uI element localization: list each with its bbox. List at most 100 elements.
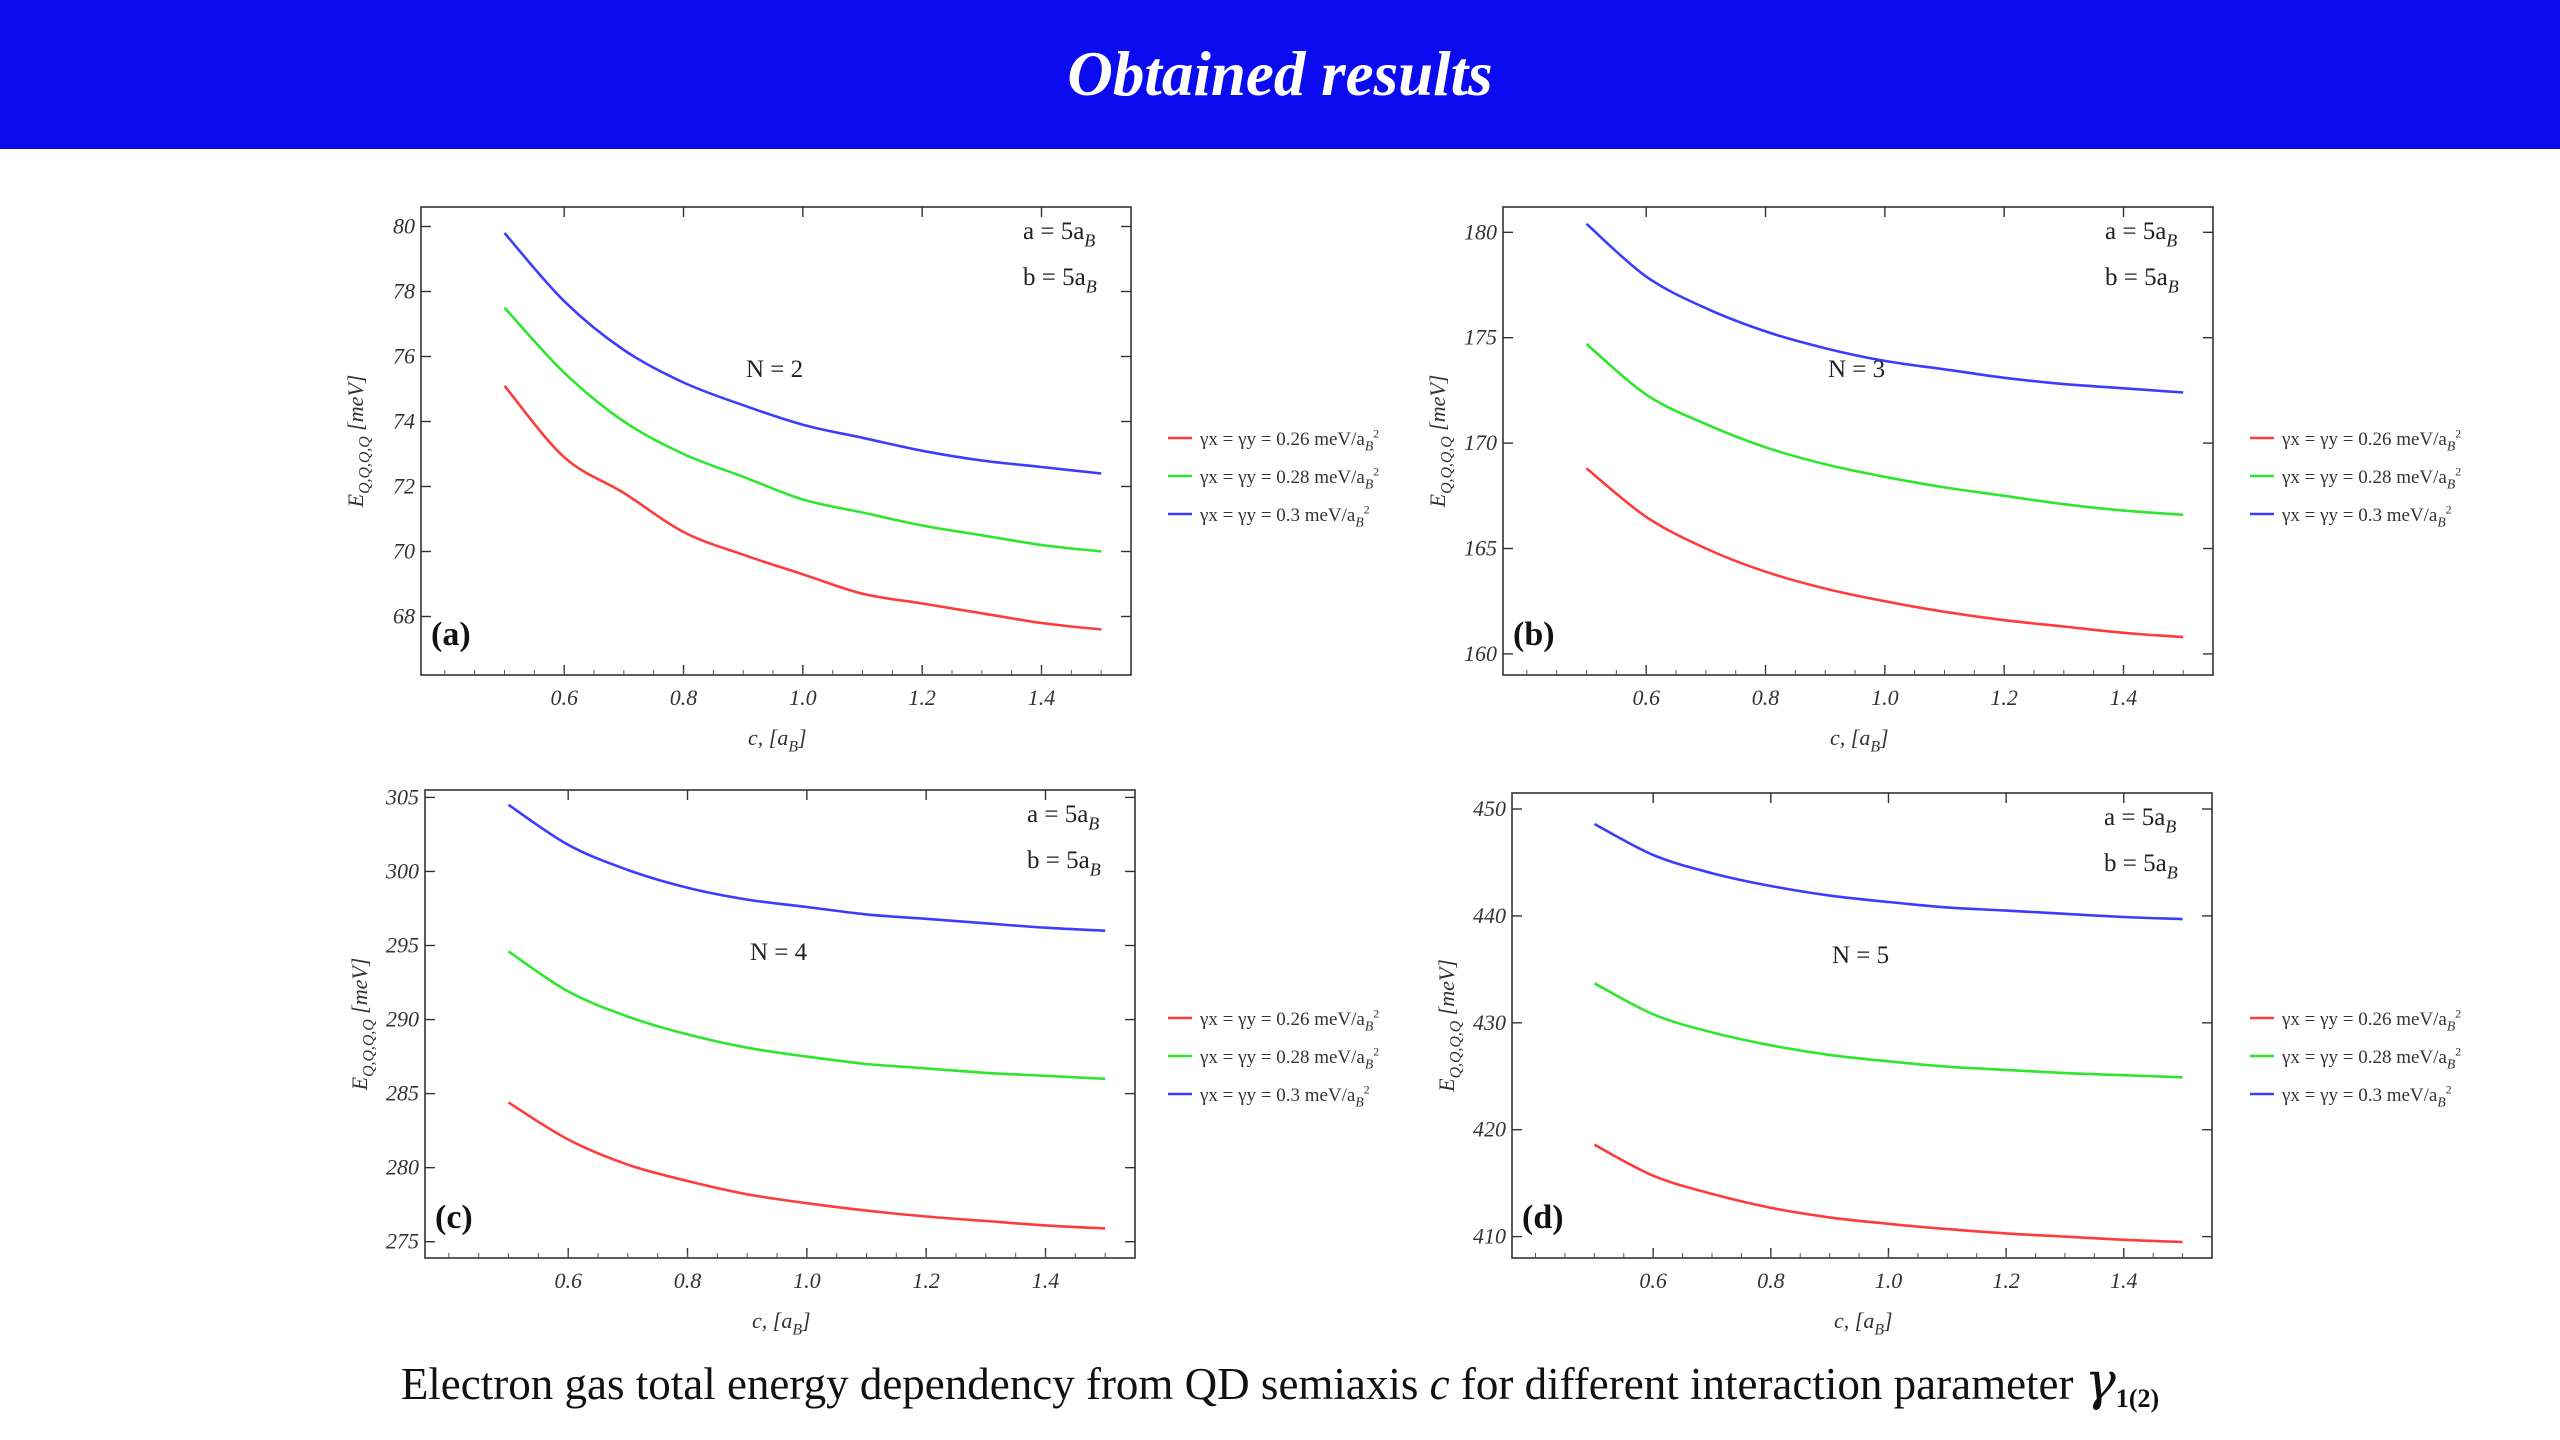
y-tick-label: 80	[393, 214, 415, 239]
y-tick-label: 450	[1473, 796, 1506, 821]
legend-entry: γx = γy = 0.26 meV/aB2	[1199, 427, 1379, 453]
legend-entry: γx = γy = 0.3 meV/aB2	[2281, 1083, 2452, 1109]
x-tick-label: 1.2	[1992, 1268, 2020, 1293]
legend-entry: γx = γy = 0.3 meV/aB2	[1199, 1083, 1370, 1109]
x-tick-label: 1.0	[793, 1268, 821, 1293]
param-label: b = 5aB	[2105, 264, 2179, 297]
y-axis-label: EQ,Q,Q,Q [meV]	[1434, 959, 1465, 1093]
param-label: a = 5aB	[2105, 218, 2177, 251]
y-tick-label: 305	[385, 784, 419, 809]
legend-entry: γx = γy = 0.26 meV/aB2	[1199, 1007, 1379, 1033]
caption-text-before: Electron gas total energy dependency fro…	[400, 1359, 1430, 1409]
series-line-0	[503, 384, 1102, 631]
legend: γx = γy = 0.26 meV/aB2 γx = γy = 0.28 meV…	[2250, 1007, 2461, 1110]
legend-entry: γx = γy = 0.28 meV/aB2	[1199, 1045, 1379, 1071]
x-tick-label: 1.4	[2110, 685, 2138, 710]
y-tick-label: 74	[393, 409, 415, 434]
y-tick-label: 70	[393, 539, 415, 564]
y-tick-label: 295	[386, 933, 419, 958]
legend-entry: γx = γy = 0.26 meV/aB2	[2281, 1007, 2461, 1033]
y-tick-label: 72	[393, 474, 415, 499]
series-line-0	[1585, 467, 2184, 639]
legend: γx = γy = 0.26 meV/aB2 γx = γy = 0.28 meV…	[2250, 427, 2461, 530]
x-axis-label: c, [aB]	[752, 1308, 811, 1339]
series-line-1	[1585, 343, 2184, 517]
x-axis-label: c, [aB]	[748, 725, 807, 756]
x-tick-label: 0.6	[554, 1268, 582, 1293]
x-tick-label: 1.2	[908, 685, 936, 710]
n-annotation: N = 2	[746, 356, 803, 383]
param-label: b = 5aB	[1027, 847, 1101, 880]
legend: γx = γy = 0.26 meV/aB2 γx = γy = 0.28 meV…	[1168, 1007, 1379, 1110]
figure-caption: Electron gas total energy dependency fro…	[0, 1352, 2560, 1414]
x-tick-label: 0.8	[670, 685, 698, 710]
x-tick-label: 1.4	[1032, 1268, 1060, 1293]
panel-label: (b)	[1513, 616, 1555, 653]
y-tick-label: 68	[393, 604, 415, 629]
param-label: a = 5aB	[1023, 218, 1095, 251]
legend-entry: γx = γy = 0.28 meV/aB2	[1199, 465, 1379, 491]
series-line-2	[1585, 222, 2184, 394]
chart-panel-3: 0.6 0.8 1.0 1.2 1.4 410 420 430 440 450 c, [aB] EQ,…	[1434, 792, 2461, 1339]
chart-panel-0: 0.6 0.8 1.0 1.2 1.4 68 70 72 74 76 78 80 c, [aB] EQ,Q…	[343, 206, 1379, 756]
x-tick-label: 1.2	[1990, 685, 2018, 710]
series-line-2	[503, 232, 1102, 475]
y-tick-label: 165	[1464, 536, 1497, 561]
plot-frame	[424, 789, 1136, 1259]
legend: γx = γy = 0.26 meV/aB2 γx = γy = 0.28 meV…	[1168, 427, 1379, 530]
x-tick-label: 0.8	[1752, 685, 1780, 710]
x-tick-label: 1.0	[1875, 1268, 1903, 1293]
chart-panel-2: 0.6 0.8 1.0 1.2 1.4 275 280 285 290 295 300 305 c, […	[347, 784, 1379, 1338]
series-line-1	[503, 306, 1102, 553]
series-line-2	[507, 803, 1106, 932]
y-tick-label: 175	[1464, 325, 1497, 350]
legend-entry: γx = γy = 0.28 meV/aB2	[2281, 465, 2461, 491]
x-axis-label: c, [aB]	[1830, 725, 1889, 756]
param-label: a = 5aB	[2104, 804, 2176, 837]
y-tick-label: 180	[1464, 219, 1497, 244]
legend-entry: γx = γy = 0.3 meV/aB2	[2281, 503, 2452, 529]
panel-label: (a)	[431, 616, 471, 653]
y-tick-label: 280	[386, 1155, 419, 1180]
x-tick-label: 1.2	[912, 1268, 940, 1293]
x-tick-label: 0.8	[674, 1268, 702, 1293]
series-line-1	[1593, 982, 2183, 1079]
x-tick-label: 1.0	[1871, 685, 1899, 710]
y-tick-label: 78	[393, 279, 415, 304]
plot-frame	[1511, 792, 2213, 1259]
x-tick-label: 0.6	[1632, 685, 1660, 710]
y-axis-label: EQ,Q,Q,Q [meV]	[343, 375, 374, 509]
chart-panel-1: 0.6 0.8 1.0 1.2 1.4 160 165 170 175 180 c, [aB] EQ,…	[1425, 206, 2461, 756]
y-tick-label: 420	[1473, 1117, 1506, 1142]
plot-frame	[1502, 206, 2214, 676]
title-banner: Obtained results	[0, 0, 2560, 149]
n-annotation: N = 5	[1832, 942, 1889, 969]
caption-variable: c	[1429, 1359, 1450, 1409]
panel-label: (c)	[435, 1199, 473, 1236]
x-axis-label: c, [aB]	[1834, 1308, 1893, 1339]
series-line-2	[1593, 822, 2183, 921]
y-tick-label: 170	[1464, 430, 1497, 455]
x-tick-label: 1.4	[2110, 1268, 2138, 1293]
x-tick-label: 1.0	[789, 685, 817, 710]
x-tick-label: 0.8	[1757, 1268, 1785, 1293]
panel-label: (d)	[1522, 1199, 1564, 1236]
x-tick-label: 0.6	[1639, 1268, 1667, 1293]
y-tick-label: 285	[386, 1081, 419, 1106]
legend-entry: γx = γy = 0.26 meV/aB2	[2281, 427, 2461, 453]
legend-entry: γx = γy = 0.3 meV/aB2	[1199, 503, 1370, 529]
y-tick-label: 275	[386, 1229, 419, 1254]
series-line-1	[507, 950, 1106, 1081]
param-label: a = 5aB	[1027, 801, 1099, 834]
x-tick-label: 0.6	[550, 685, 578, 710]
slide-title: Obtained results	[1067, 39, 1493, 109]
caption-gamma-symbol: γ	[2084, 1352, 2116, 1412]
series-line-0	[1593, 1143, 2183, 1244]
series-line-0	[507, 1101, 1106, 1230]
y-tick-label: 430	[1473, 1010, 1506, 1035]
y-tick-label: 290	[386, 1007, 419, 1032]
n-annotation: N = 3	[1828, 356, 1885, 383]
y-tick-label: 76	[393, 344, 415, 369]
plot-frame	[420, 206, 1132, 676]
legend-entry: γx = γy = 0.28 meV/aB2	[2281, 1045, 2461, 1071]
